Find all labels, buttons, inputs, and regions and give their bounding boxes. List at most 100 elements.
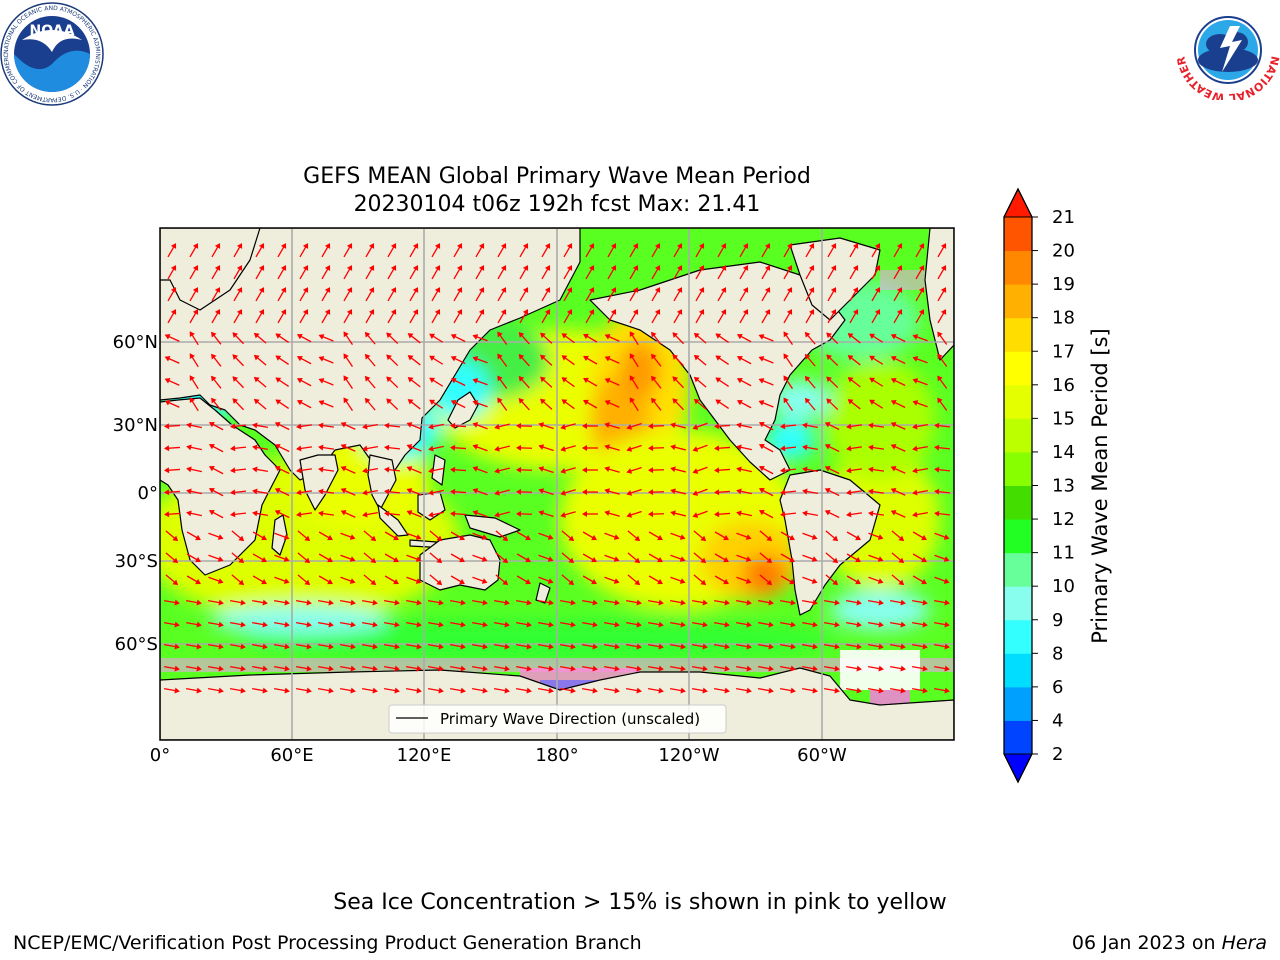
wave-arrow: [846, 531, 861, 541]
wave-arrow: [607, 287, 617, 302]
wave-arrow: [648, 643, 664, 650]
wave-arrow: [604, 665, 620, 672]
wave-arrow: [714, 511, 731, 518]
wave-arrow: [670, 643, 686, 650]
colorbar-segment: [1004, 619, 1032, 654]
wave-arrow: [321, 265, 331, 280]
wave-arrow: [189, 397, 199, 412]
wave-arrow: [429, 530, 443, 542]
wave-arrow: [561, 530, 575, 542]
landmass-europe-east: [924, 228, 954, 361]
wave-arrow: [362, 643, 378, 650]
wave-arrow: [582, 599, 598, 606]
wave-arrow: [494, 643, 510, 650]
wave-arrow: [321, 243, 331, 258]
wave-arrow: [846, 553, 861, 563]
colorbar-tick-label: 21: [1052, 207, 1075, 228]
wave-arrow: [318, 444, 335, 451]
wave-arrow: [561, 574, 575, 586]
wave-arrow: [429, 355, 444, 365]
wave-arrow: [211, 331, 222, 345]
wave-arrow: [208, 421, 224, 431]
wave-arrow: [208, 465, 224, 475]
wave-arrow: [651, 353, 662, 367]
wave-arrow: [296, 687, 312, 694]
wave-arrow: [868, 422, 885, 429]
wave-arrow: [384, 531, 399, 541]
wave-arrow: [407, 355, 421, 366]
wave-arrow: [296, 355, 312, 365]
date-text: 06 Jan 2023 on Hera: [1071, 932, 1267, 954]
wave-arrow: [824, 665, 840, 672]
wave-arrow: [318, 466, 335, 473]
wave-arrow: [255, 265, 265, 280]
wave-arrow: [165, 552, 179, 564]
wave-arrow: [164, 467, 181, 474]
wave-arrow: [186, 553, 201, 563]
wave-arrow: [497, 243, 507, 258]
wave-arrow: [497, 353, 508, 367]
wave-arrow: [164, 599, 180, 606]
wave-arrow: [693, 530, 707, 542]
wave-arrow: [604, 422, 620, 429]
wave-arrow: [912, 356, 928, 364]
wave-arrow: [670, 665, 686, 672]
landmass-africa: [160, 397, 281, 576]
wave-arrow: [937, 331, 948, 345]
wave-arrow: [893, 243, 903, 258]
wave-arrow: [847, 333, 861, 344]
wave-arrow: [626, 665, 642, 672]
wave-arrow: [275, 333, 289, 344]
wave-arrow: [384, 643, 400, 650]
wave-arrow: [274, 421, 290, 431]
wave-arrow: [670, 510, 686, 517]
wave-arrow: [275, 355, 289, 366]
wave-arrow: [736, 687, 752, 694]
wave-arrow: [627, 552, 641, 564]
wave-arrow: [387, 287, 397, 302]
wave-arrow: [494, 467, 510, 474]
wave-arrow: [208, 621, 224, 628]
wave-arrow: [343, 397, 354, 411]
wave-arrow: [164, 687, 180, 694]
wave-arrow: [472, 444, 488, 452]
wave-arrow: [780, 553, 795, 563]
wave-arrow: [189, 375, 199, 390]
wave-arrow: [318, 334, 334, 342]
colorbar-segment: [1004, 451, 1032, 486]
wave-arrow: [362, 599, 378, 606]
wave-arrow: [318, 488, 335, 495]
wave-arrow: [518, 376, 530, 389]
wave-arrow: [604, 621, 620, 628]
wave-arrow: [714, 687, 730, 694]
wave-arrow: [516, 531, 531, 541]
wave-arrow: [363, 552, 377, 564]
wave-arrow: [626, 599, 642, 606]
wave-arrow: [386, 332, 399, 345]
wave-arrow: [604, 378, 620, 386]
wave-arrow: [758, 599, 774, 606]
nws-logo: NATIONAL WEATHER SERVICE: [1176, 0, 1280, 100]
map-frame: [159, 227, 955, 741]
wave-arrow: [386, 398, 399, 411]
wave-arrow: [560, 687, 576, 694]
wave-arrow: [868, 576, 884, 584]
wave-arrow: [846, 599, 862, 606]
wave-arrow: [717, 265, 727, 280]
wave-arrow: [893, 309, 903, 324]
wave-arrow: [736, 510, 752, 517]
wave-arrow: [428, 511, 444, 518]
wave-arrow: [937, 309, 947, 324]
wave-arrow: [849, 309, 859, 324]
wave-arrow: [582, 445, 598, 451]
wave-arrow: [211, 287, 221, 302]
wave-arrow: [429, 377, 444, 387]
wave-arrow: [739, 243, 749, 258]
wave-arrow: [450, 643, 466, 650]
wave-arrow: [252, 599, 268, 606]
wave-arrow: [406, 554, 422, 562]
wave-arrow: [759, 552, 773, 564]
wave-arrow: [453, 243, 463, 258]
wave-arrow: [386, 354, 399, 367]
wave-arrow: [802, 444, 818, 451]
